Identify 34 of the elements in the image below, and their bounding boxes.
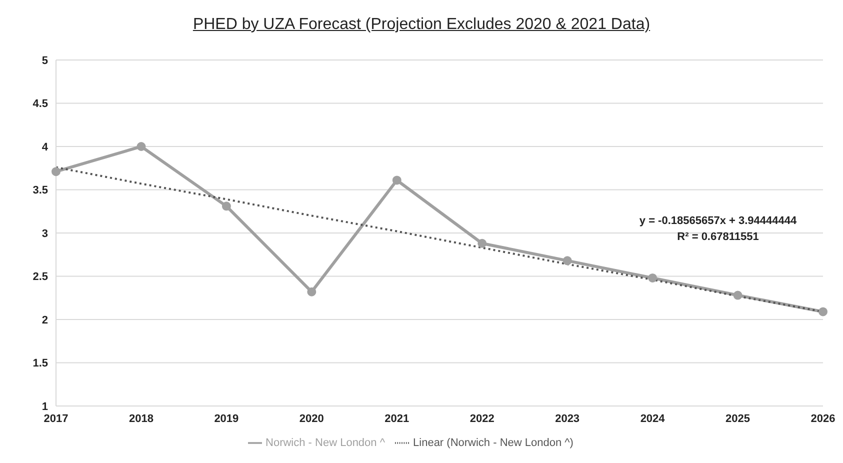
y-tick-label: 2 bbox=[42, 314, 48, 326]
x-tick-label: 2018 bbox=[128, 412, 154, 425]
y-tick-label: 3.5 bbox=[32, 184, 48, 197]
chart-title: PHED by UZA Forecast (Projection Excludes 2020 & 2021 Data) bbox=[192, 15, 652, 35]
y-tick-label: 4.5 bbox=[32, 98, 48, 110]
point bbox=[818, 307, 828, 316]
annotation: y = -0.18565657x + 3.94444444 bbox=[638, 214, 798, 229]
x-tick-label: 2025 bbox=[726, 412, 750, 425]
x-tick-label: 2022 bbox=[470, 412, 494, 425]
y-tick-label: 1.5 bbox=[32, 358, 48, 370]
x-tick-label: 2026 bbox=[810, 412, 836, 425]
x-tick-label: 2017 bbox=[44, 412, 68, 425]
point bbox=[392, 176, 402, 185]
point bbox=[52, 167, 60, 176]
x-tick-label: 2023 bbox=[555, 412, 580, 425]
point bbox=[562, 256, 572, 266]
point bbox=[733, 290, 742, 300]
point bbox=[307, 287, 316, 296]
y-tick-label: 5 bbox=[42, 54, 48, 67]
y-tick-label: 1 bbox=[42, 400, 48, 413]
point bbox=[222, 202, 231, 211]
x-tick-label: 2020 bbox=[299, 412, 324, 425]
y-tick-label: 4 bbox=[42, 141, 49, 154]
x-tick-label: 2024 bbox=[640, 412, 666, 425]
x-tick-label: 2019 bbox=[214, 412, 239, 425]
y-tick-label: 3 bbox=[42, 228, 48, 240]
y-tick-label: 2.5 bbox=[32, 271, 48, 284]
point bbox=[648, 273, 658, 282]
legend-label: Norwich - New London ^ bbox=[266, 436, 386, 449]
annotation: R² = 0.67811551 bbox=[676, 230, 760, 245]
legend-label: Linear (Norwich - New London ^) bbox=[413, 436, 574, 449]
point bbox=[136, 142, 146, 151]
point bbox=[478, 238, 487, 248]
x-tick-label: 2021 bbox=[384, 412, 410, 425]
